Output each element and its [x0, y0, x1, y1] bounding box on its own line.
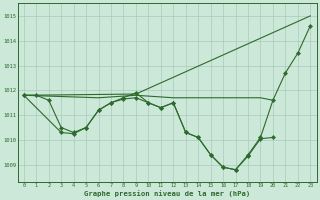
- X-axis label: Graphe pression niveau de la mer (hPa): Graphe pression niveau de la mer (hPa): [84, 190, 250, 197]
